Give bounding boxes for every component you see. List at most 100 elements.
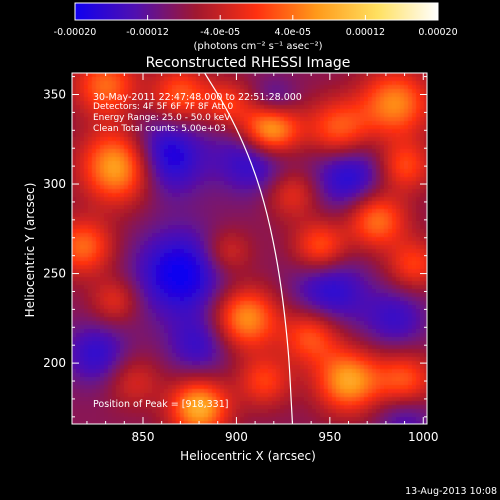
- heatmap-cell: [180, 209, 185, 214]
- heatmap-cell: [424, 169, 427, 174]
- heatmap-cell: [412, 145, 417, 150]
- heatmap-cell: [72, 197, 77, 202]
- heatmap-cell: [112, 149, 117, 154]
- heatmap-cell: [280, 153, 285, 158]
- heatmap-cell: [304, 269, 309, 274]
- heatmap-cell: [140, 241, 145, 246]
- heatmap-cell: [284, 129, 289, 134]
- heatmap-cell: [264, 145, 269, 150]
- heatmap-cell: [204, 273, 209, 278]
- heatmap-cell: [352, 237, 357, 242]
- heatmap-cell: [76, 141, 81, 146]
- heatmap-cell: [340, 217, 345, 222]
- heatmap-cell: [420, 253, 425, 258]
- heatmap-cell: [220, 225, 225, 230]
- heatmap-cell: [116, 241, 121, 246]
- heatmap-cell: [256, 121, 261, 126]
- heatmap-cell: [112, 277, 117, 282]
- heatmap-cell: [320, 193, 325, 198]
- heatmap-cell: [316, 193, 321, 198]
- heatmap-cell: [348, 221, 353, 226]
- heatmap-cell: [252, 221, 257, 226]
- heatmap-cell: [72, 201, 77, 206]
- heatmap-cell: [72, 161, 77, 166]
- heatmap-cell: [396, 249, 401, 254]
- heatmap-cell: [264, 193, 269, 198]
- heatmap-cell: [88, 121, 93, 126]
- heatmap-cell: [336, 153, 341, 158]
- heatmap-cell: [180, 121, 185, 126]
- heatmap-cell: [176, 213, 181, 218]
- heatmap-cell: [312, 293, 317, 298]
- heatmap-cell: [344, 165, 349, 170]
- heatmap-cell: [212, 149, 217, 154]
- heatmap-cell: [148, 113, 153, 118]
- heatmap-cell: [100, 237, 105, 242]
- heatmap-cell: [336, 237, 341, 242]
- heatmap-cell: [156, 181, 161, 186]
- heatmap-cell: [320, 241, 325, 246]
- heatmap-cell: [228, 273, 233, 278]
- heatmap-cell: [76, 213, 81, 218]
- heatmap-cell: [136, 137, 141, 142]
- heatmap-cell: [388, 89, 393, 94]
- heatmap-cell: [88, 101, 93, 106]
- heatmap-cell: [120, 161, 125, 166]
- heatmap-cell: [324, 281, 329, 286]
- heatmap-cell: [356, 169, 361, 174]
- heatmap-cell: [232, 241, 237, 246]
- heatmap-cell: [336, 121, 341, 126]
- heatmap-cell: [272, 253, 277, 258]
- heatmap-cell: [144, 293, 149, 298]
- heatmap-cell: [404, 265, 409, 270]
- heatmap-cell: [396, 261, 401, 266]
- heatmap-cell: [324, 85, 329, 90]
- heatmap-cell: [384, 265, 389, 270]
- heatmap-cell: [340, 129, 345, 134]
- heatmap-cell: [216, 109, 221, 114]
- heatmap-cell: [176, 97, 181, 102]
- heatmap-cell: [188, 201, 193, 206]
- heatmap-cell: [284, 233, 289, 238]
- heatmap-cell: [384, 145, 389, 150]
- heatmap-cell: [372, 245, 377, 250]
- heatmap-cell: [300, 73, 305, 78]
- heatmap-cell: [380, 205, 385, 210]
- heatmap-cell: [300, 285, 305, 290]
- heatmap-cell: [356, 133, 361, 138]
- heatmap-cell: [228, 85, 233, 90]
- heatmap-cell: [112, 133, 117, 138]
- heatmap-cell: [88, 169, 93, 174]
- heatmap-cell: [396, 137, 401, 142]
- heatmap-cell: [284, 201, 289, 206]
- heatmap-cell: [400, 141, 405, 146]
- heatmap-cell: [384, 109, 389, 114]
- heatmap-cell: [284, 89, 289, 94]
- heatmap-cell: [360, 209, 365, 214]
- heatmap-cell: [132, 177, 137, 182]
- heatmap-cell: [132, 97, 137, 102]
- heatmap-cell: [408, 245, 413, 250]
- heatmap-cell: [144, 173, 149, 178]
- heatmap-cell: [160, 113, 165, 118]
- heatmap-cell: [140, 237, 145, 242]
- heatmap-cell: [376, 193, 381, 198]
- heatmap-cell: [148, 213, 153, 218]
- heatmap-cell: [172, 141, 177, 146]
- heatmap-cell: [168, 209, 173, 214]
- heatmap-cell: [220, 213, 225, 218]
- heatmap-cell: [248, 193, 253, 198]
- heatmap-cell: [164, 273, 169, 278]
- heatmap-cell: [420, 125, 425, 130]
- heatmap-cell: [368, 221, 373, 226]
- heatmap-cell: [244, 77, 249, 82]
- heatmap-cell: [380, 269, 385, 274]
- heatmap-cell: [200, 265, 205, 270]
- heatmap-cell: [288, 241, 293, 246]
- heatmap-cell: [168, 157, 173, 162]
- heatmap-cell: [268, 285, 273, 290]
- heatmap-cell: [144, 257, 149, 262]
- heatmap-cell: [360, 141, 365, 146]
- heatmap-cell: [416, 237, 421, 242]
- heatmap-cell: [88, 257, 93, 262]
